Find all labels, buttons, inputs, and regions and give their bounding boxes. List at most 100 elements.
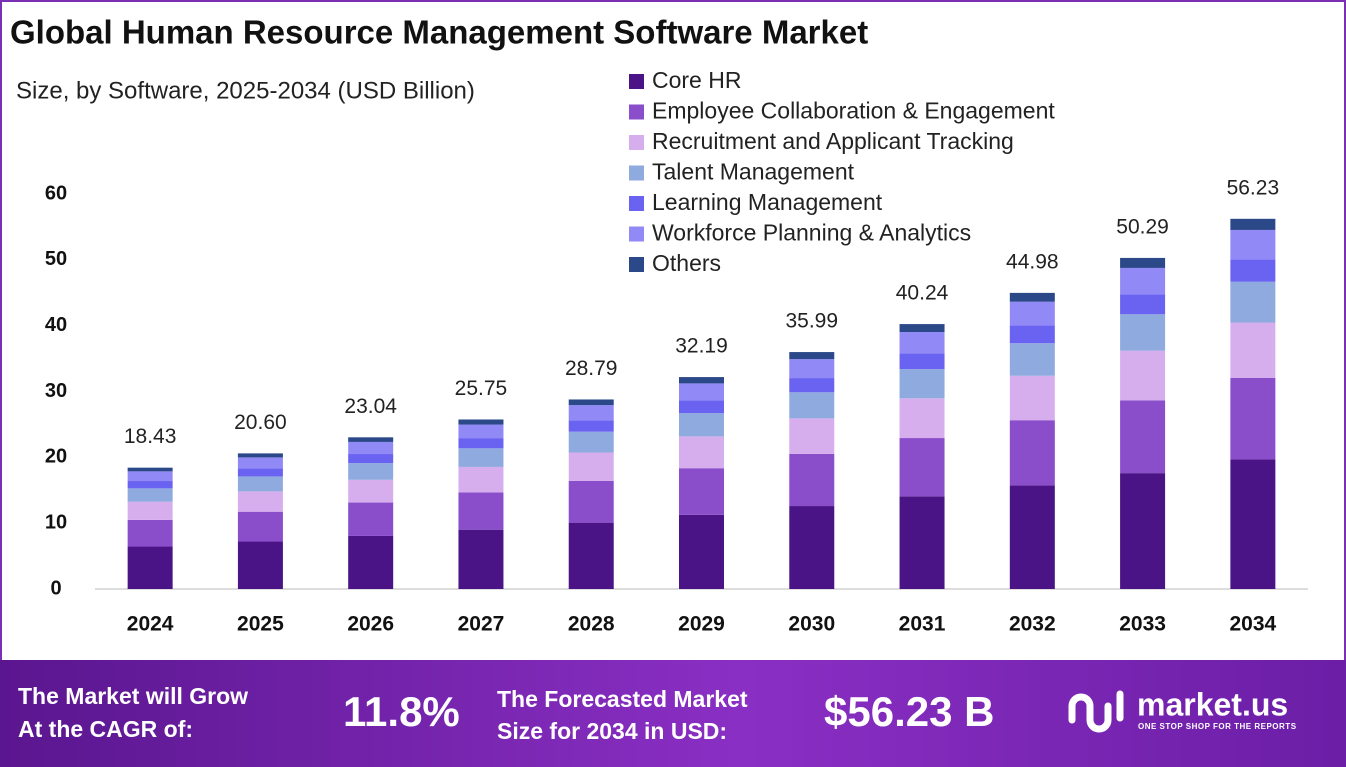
bar-segment — [789, 418, 835, 454]
legend-label: Others — [652, 250, 721, 276]
bar-segment — [899, 324, 945, 333]
bar-segment — [899, 332, 945, 354]
bar-segment — [679, 413, 724, 437]
chart-title: Global Human Resource Management Softwar… — [10, 14, 868, 51]
bar-segment — [1230, 229, 1276, 260]
total-label: 44.98 — [1006, 250, 1059, 273]
total-label: 32.19 — [675, 335, 728, 358]
bar-segment — [1120, 400, 1166, 474]
legend-swatch — [629, 135, 644, 150]
total-label: 20.60 — [234, 411, 287, 434]
x-tick-label: 2025 — [237, 613, 284, 636]
legend-swatch — [629, 196, 644, 211]
brand-logo — [1068, 690, 1124, 733]
bar-segment — [237, 457, 283, 469]
legend-swatch — [629, 74, 644, 89]
bar-segment — [899, 438, 945, 497]
y-tick-label: 60 — [45, 182, 67, 204]
bar-segment — [679, 468, 724, 515]
bar-segment — [127, 546, 173, 589]
legend-label: Learning Management — [652, 189, 883, 215]
bar-segment — [1009, 292, 1055, 302]
bar-segment — [1120, 314, 1166, 351]
bar-segment — [348, 502, 394, 536]
bar-segment — [568, 522, 614, 589]
bar-segment — [458, 466, 504, 493]
x-tick-label: 2029 — [678, 613, 725, 636]
bar-segment — [237, 491, 283, 512]
bar-segment — [1230, 281, 1276, 323]
y-tick-label: 10 — [45, 511, 67, 533]
bar-segment — [1230, 378, 1276, 460]
total-label: 50.29 — [1116, 215, 1169, 238]
bar-segment — [899, 496, 945, 589]
bar-segment — [1230, 218, 1276, 230]
x-tick-label: 2028 — [568, 613, 615, 636]
y-tick-label: 0 — [50, 577, 61, 599]
bar-segment — [237, 453, 283, 458]
bar-segment — [789, 378, 835, 393]
legend-label: Talent Management — [652, 159, 855, 185]
legend-label: Recruitment and Applicant Tracking — [652, 128, 1014, 154]
bar-segment — [237, 511, 283, 542]
bar-segment — [1230, 459, 1276, 589]
x-tick-label: 2024 — [127, 613, 174, 636]
bar-segment — [127, 488, 173, 502]
total-label: 23.04 — [344, 395, 397, 418]
total-label: 35.99 — [785, 310, 838, 333]
bar-segment — [237, 476, 283, 492]
total-label: 40.24 — [896, 282, 949, 305]
bar-segment — [458, 438, 504, 449]
bar-segment — [348, 479, 394, 503]
legend-label: Workforce Planning & Analytics — [652, 220, 971, 246]
bar-segment — [568, 480, 614, 523]
cagr-text: The Market will Grow — [18, 683, 248, 709]
legend-swatch — [629, 226, 644, 242]
bar-segment — [568, 399, 614, 406]
x-tick-label: 2032 — [1009, 613, 1056, 636]
bar-segment — [237, 541, 283, 589]
x-tick-label: 2034 — [1230, 613, 1277, 636]
bar-segment — [458, 492, 504, 530]
forecast-value: $56.23 B — [824, 688, 994, 735]
x-tick-label: 2027 — [458, 613, 505, 636]
legend-label: Employee Collaboration & Engagement — [652, 98, 1055, 124]
bar-segment — [1009, 420, 1055, 486]
bar-segment — [127, 519, 173, 547]
bar-segment — [1009, 343, 1055, 376]
forecast-text: Size for 2034 in USD: — [497, 718, 727, 744]
bar-segment — [1120, 267, 1166, 295]
bar-segment — [348, 535, 394, 589]
bar-segment — [348, 437, 394, 442]
bar-segment — [127, 471, 173, 482]
total-label: 56.23 — [1227, 176, 1280, 199]
bar-segment — [679, 377, 724, 384]
bar-segment — [568, 420, 614, 432]
bar-segment — [789, 453, 835, 507]
bar-segment — [1009, 301, 1055, 326]
bar-segment — [458, 529, 504, 589]
bar-segment — [568, 452, 614, 481]
bar-segment — [127, 481, 173, 489]
bar-segment — [1120, 350, 1166, 401]
brand-tagline: ONE STOP SHOP FOR THE REPORTS — [1138, 722, 1297, 731]
bar-segment — [458, 419, 504, 425]
bar-segment — [458, 424, 504, 439]
bar-segment — [1120, 257, 1166, 268]
x-tick-label: 2033 — [1119, 613, 1166, 636]
bar-segment — [789, 359, 835, 379]
total-label: 28.79 — [565, 357, 618, 380]
bar-segment — [568, 405, 614, 421]
y-tick-label: 20 — [45, 446, 67, 468]
bar-segment — [1230, 322, 1276, 379]
bar-segment — [1120, 473, 1166, 589]
bar-segment — [899, 369, 945, 399]
bar-segment — [1009, 325, 1055, 344]
cagr-value: 11.8% — [343, 688, 460, 735]
bar-segment — [458, 448, 504, 467]
legend-label: Core HR — [652, 67, 741, 93]
bar-segment — [899, 398, 945, 439]
bar-segment — [899, 353, 945, 370]
x-tick-label: 2026 — [347, 613, 394, 636]
